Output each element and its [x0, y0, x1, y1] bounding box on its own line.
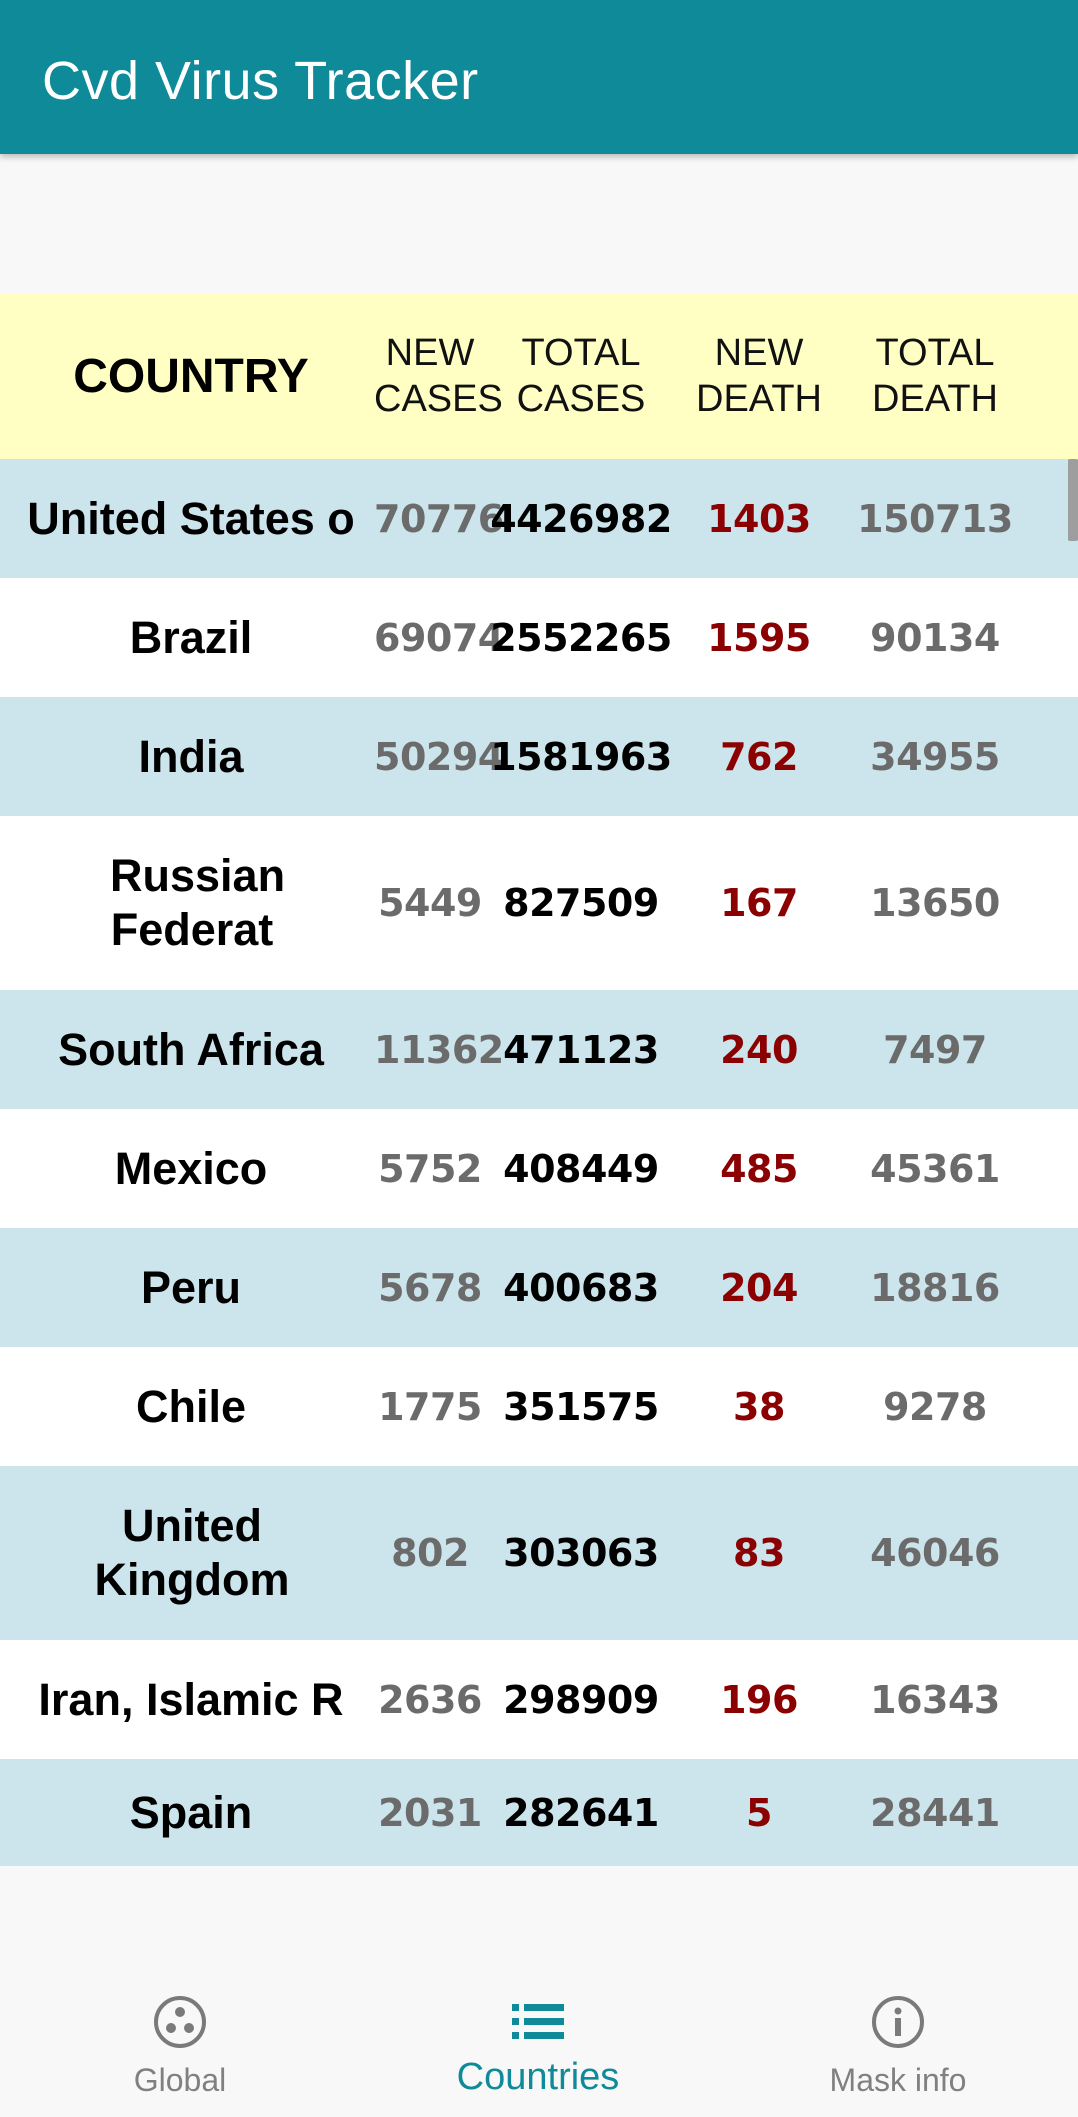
new-death-value: 762 — [720, 734, 798, 779]
new-cases-value: 70776 — [374, 496, 504, 541]
info-icon — [868, 1992, 928, 2052]
total-cases-value: 2552265 — [490, 615, 672, 660]
table-row[interactable]: Spain 2031 282641 5 28441 — [0, 1759, 1078, 1866]
table-row[interactable]: South Africa 11362 471123 240 7497 — [0, 990, 1078, 1109]
new-death-value: 167 — [720, 881, 798, 925]
table-row[interactable]: Peru 5678 400683 204 18816 — [0, 1228, 1078, 1347]
total-death-value: 16343 — [870, 1677, 1000, 1722]
total-death-value: 150713 — [857, 496, 1013, 541]
new-cases-value: 50294 — [374, 734, 504, 779]
total-death-value: 46046 — [870, 1531, 1000, 1575]
new-death-value: 204 — [720, 1265, 798, 1310]
new-death-value: 83 — [733, 1531, 785, 1575]
country-name: Russian Federat — [110, 850, 286, 955]
table-row[interactable]: United Kingdom 802 303063 83 46046 — [0, 1466, 1078, 1640]
table-row[interactable]: India 50294 1581963 762 34955 — [0, 697, 1078, 816]
total-cases-value: 282641 — [503, 1790, 659, 1835]
total-death-value: 7497 — [883, 1027, 987, 1072]
new-cases-value: 5752 — [378, 1146, 482, 1191]
app-bar: Cvd Virus Tracker — [0, 0, 1078, 154]
nav-label-countries: Countries — [456, 2056, 620, 2098]
new-death-value: 196 — [720, 1677, 798, 1722]
new-death-value: 38 — [733, 1384, 785, 1429]
table-row[interactable]: Brazil 69074 2552265 1595 90134 — [0, 578, 1078, 697]
total-cases-value: 298909 — [503, 1677, 659, 1722]
header-country: COUNTRY — [73, 349, 309, 403]
new-death-value: 5 — [746, 1790, 772, 1835]
new-cases-value: 69074 — [374, 615, 504, 660]
country-name: Peru — [140, 1261, 242, 1313]
total-death-value: 28441 — [870, 1790, 1000, 1835]
table-row[interactable]: Iran, Islamic R 2636 298909 196 16343 — [0, 1640, 1078, 1759]
country-name: United States o — [27, 492, 355, 544]
country-name: Chile — [135, 1380, 247, 1432]
header-total-cases: TOTAL CASES — [516, 332, 646, 420]
header-new-cases: NEW CASES — [374, 332, 503, 420]
total-cases-value: 4426982 — [490, 496, 672, 541]
new-cases-value: 2031 — [378, 1790, 482, 1835]
new-cases-value: 11362 — [374, 1027, 504, 1072]
total-cases-value: 351575 — [503, 1384, 659, 1429]
table-row[interactable]: United States o 70776 4426982 1403 15071… — [0, 459, 1078, 578]
country-name: South Africa — [58, 1023, 324, 1075]
total-death-value: 45361 — [870, 1146, 1000, 1191]
header-total-death: TOTAL DEATH — [872, 332, 998, 420]
table-row[interactable]: Russian Federat 5449 827509 167 13650 — [0, 816, 1078, 990]
new-death-value: 1595 — [707, 615, 811, 660]
country-name: Iran, Islamic R — [38, 1673, 344, 1725]
new-death-value: 1403 — [707, 496, 811, 541]
country-name: Brazil — [129, 611, 253, 663]
table-header-row: COUNTRY NEW CASES TOTAL CASES NEW DEATH … — [0, 293, 1078, 459]
total-death-value: 9278 — [883, 1384, 987, 1429]
total-death-value: 34955 — [870, 734, 1000, 779]
new-cases-value: 5449 — [378, 881, 482, 925]
new-cases-value: 2636 — [378, 1677, 482, 1722]
new-death-value: 240 — [720, 1027, 798, 1072]
table-row[interactable]: Chile 1775 351575 38 9278 — [0, 1347, 1078, 1466]
total-death-value: 18816 — [870, 1265, 1000, 1310]
nav-item-countries[interactable]: Countries — [358, 1950, 718, 2117]
new-cases-value: 5678 — [378, 1265, 482, 1310]
country-name: United Kingdom — [94, 1500, 290, 1605]
country-name: Spain — [129, 1786, 253, 1838]
total-cases-value: 471123 — [503, 1027, 659, 1072]
total-cases-value: 400683 — [503, 1265, 659, 1310]
globe-dots-icon — [150, 1992, 210, 2052]
new-death-value: 485 — [720, 1146, 798, 1191]
total-death-value: 90134 — [870, 615, 1000, 660]
nav-label-mask-info: Mask info — [829, 2062, 967, 2098]
total-cases-value: 1581963 — [490, 734, 672, 779]
total-cases-value: 408449 — [503, 1146, 659, 1191]
nav-item-mask-info[interactable]: Mask info — [718, 1950, 1078, 2117]
table-row[interactable]: Mexico 5752 408449 485 45361 — [0, 1109, 1078, 1228]
new-cases-value: 1775 — [378, 1384, 482, 1429]
app-title: Cvd Virus Tracker — [42, 51, 479, 111]
list-icon — [508, 1992, 568, 2052]
total-death-value: 13650 — [870, 881, 1000, 925]
bottom-navigation: Global Countries Mask info — [0, 1950, 1078, 2117]
header-new-death: NEW DEATH — [696, 332, 822, 420]
country-name: Mexico — [114, 1142, 268, 1194]
country-name: India — [138, 730, 244, 782]
scrollbar-thumb[interactable] — [1068, 459, 1078, 541]
countries-table: COUNTRY NEW CASES TOTAL CASES NEW DEATH … — [0, 293, 1078, 1866]
total-cases-value: 303063 — [503, 1531, 659, 1575]
nav-item-global[interactable]: Global — [0, 1950, 360, 2117]
new-cases-value: 802 — [391, 1531, 469, 1575]
total-cases-value: 827509 — [503, 881, 659, 925]
nav-label-global: Global — [133, 2062, 227, 2098]
